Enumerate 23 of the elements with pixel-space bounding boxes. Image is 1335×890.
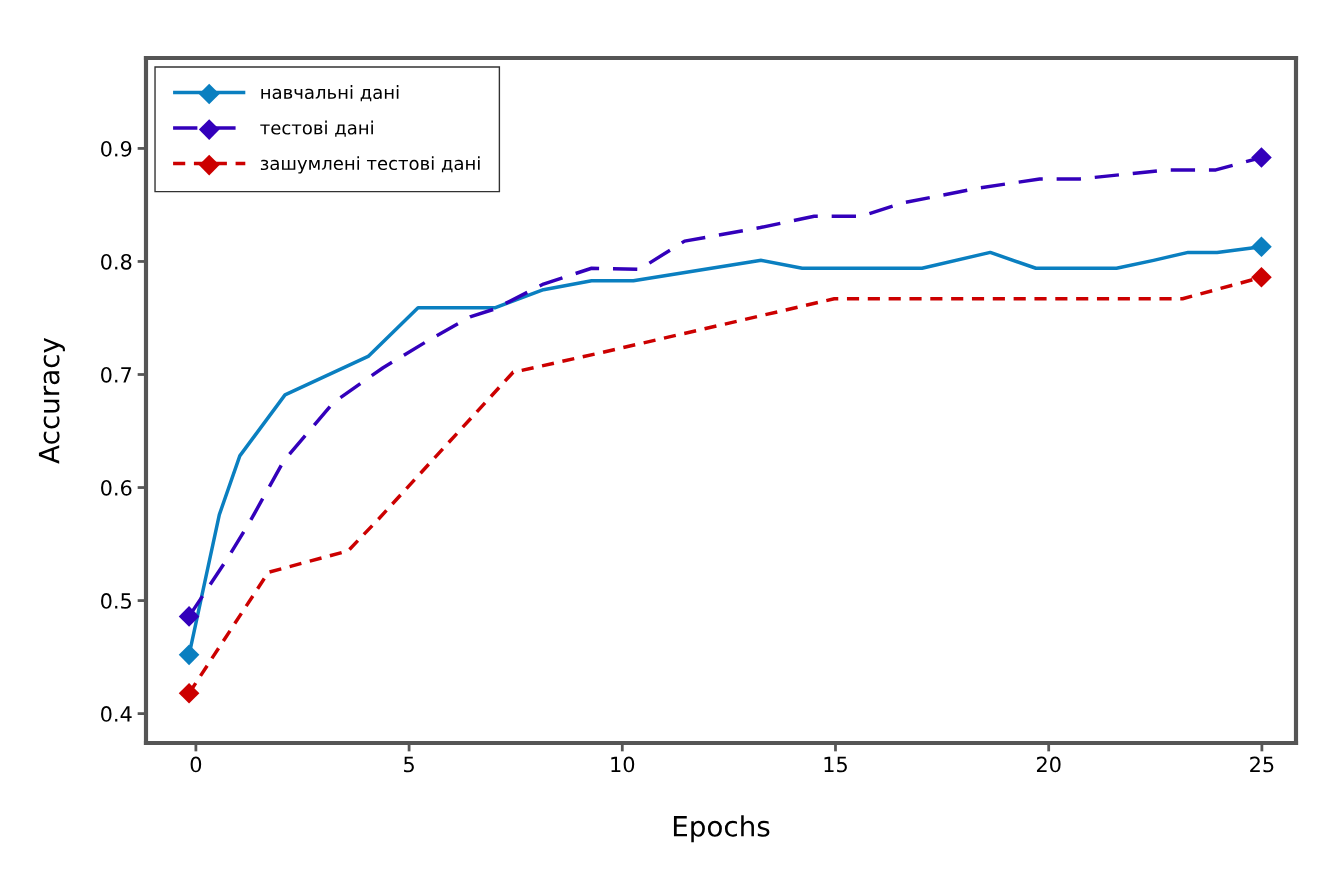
point — [178, 606, 200, 627]
x-axis-title: Epochs — [673, 815, 770, 843]
point — [1251, 147, 1272, 168]
y-tick-label: 0.4 — [101, 706, 132, 722]
x-tick-label: 15 — [824, 756, 847, 773]
legend-label: тестові дані — [260, 120, 373, 137]
x-tick-label: 10 — [611, 756, 635, 773]
y-axis-title: Accuracy — [38, 337, 65, 464]
y-tick-label: 0.5 — [101, 593, 131, 609]
point — [1251, 236, 1272, 258]
y-tick-label: 0.8 — [101, 253, 132, 270]
x-tick-label: 25 — [1250, 756, 1274, 773]
x-tick-label: 20 — [1036, 756, 1061, 773]
y-tick-label: 0.9 — [101, 140, 132, 157]
y-tick-label: 0.7 — [101, 366, 132, 383]
x-tick-label: 5 — [404, 756, 414, 773]
x-tick-label: 0 — [190, 756, 202, 773]
point — [178, 644, 200, 666]
point — [1251, 266, 1272, 288]
legend-label: навчальні дані — [261, 85, 399, 102]
legend-label: зашумлені тестові дані — [260, 156, 480, 174]
point — [178, 682, 200, 704]
y-tick-label: 0.6 — [101, 479, 132, 496]
